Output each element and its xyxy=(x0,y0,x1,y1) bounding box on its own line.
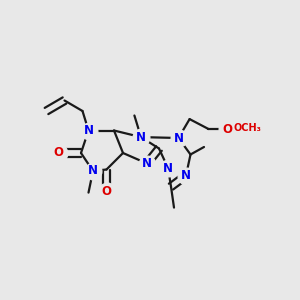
Text: N: N xyxy=(136,130,146,144)
Text: N: N xyxy=(88,164,98,178)
Text: O: O xyxy=(53,146,64,160)
Text: N: N xyxy=(142,157,152,170)
Text: OCH₃: OCH₃ xyxy=(234,123,262,133)
Text: O: O xyxy=(101,185,112,198)
Text: N: N xyxy=(163,161,173,175)
Text: O: O xyxy=(222,122,233,136)
Text: N: N xyxy=(181,169,191,182)
Text: N: N xyxy=(173,131,184,145)
Text: N: N xyxy=(83,124,94,137)
